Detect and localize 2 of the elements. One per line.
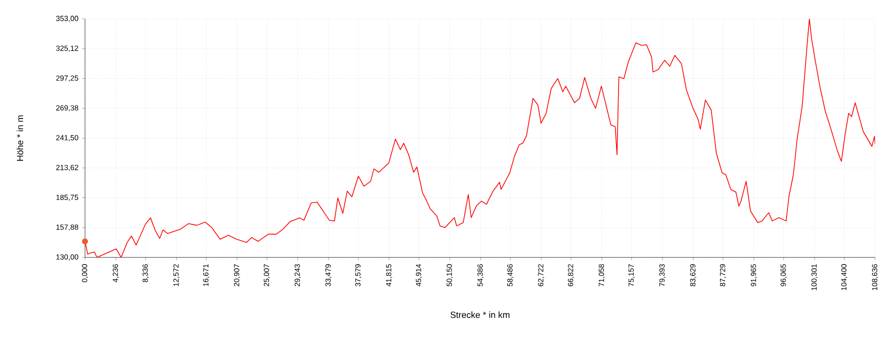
x-axis-title: Strecke * in km <box>450 311 510 318</box>
y-axis-title: Höhe * in m <box>16 116 24 161</box>
